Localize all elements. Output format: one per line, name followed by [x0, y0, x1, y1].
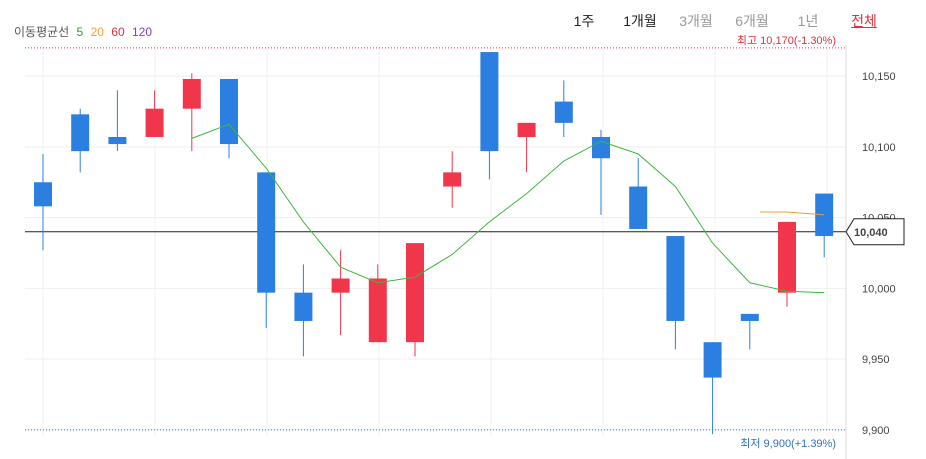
- y-tick-label: 10,150: [862, 71, 896, 83]
- candle-body: [517, 122, 536, 137]
- candle-body: [592, 136, 610, 159]
- candle-body: [257, 172, 276, 293]
- legend-title: 이동평균선: [14, 25, 70, 39]
- tab-1month[interactable]: 1개월: [623, 13, 657, 29]
- chart-labels: 최고 10,170(-1.30%) 최저 9,900(+1.39%) 10,040: [737, 34, 905, 450]
- candle-body: [554, 101, 573, 123]
- candle-body: [145, 108, 164, 137]
- candles: [34, 52, 834, 435]
- candle-body: [182, 78, 201, 109]
- tab-6months[interactable]: 6개월: [735, 13, 769, 29]
- candle-body: [331, 278, 350, 293]
- legend-ma120: 120: [131, 25, 153, 39]
- candle-body: [703, 342, 722, 378]
- tab-3months[interactable]: 3개월: [679, 13, 713, 29]
- candle-body: [629, 186, 648, 229]
- tab-1week[interactable]: 1주: [573, 13, 595, 29]
- current-price-tag: [845, 218, 905, 246]
- candle-body: [778, 221, 796, 293]
- candle-body: [740, 313, 759, 321]
- moving-average-legend: 이동평균선 5 20 60 120: [14, 23, 156, 40]
- candle-body: [368, 278, 387, 343]
- period-tabs: 1주 1개월 3개월 6개월 1년 전체: [556, 11, 892, 31]
- candle-body: [294, 292, 313, 321]
- legend-ma60: 60: [111, 25, 125, 39]
- candle-body: [666, 236, 685, 321]
- current-price-label: 10,040: [854, 227, 888, 239]
- candle-body: [220, 78, 238, 145]
- candle-body: [34, 182, 52, 207]
- candle-body: [443, 172, 462, 187]
- moving-average-lines: [191, 123, 825, 294]
- y-tick-label: 9,900: [862, 425, 890, 437]
- tab-all[interactable]: 전체: [851, 13, 877, 29]
- reference-lines: [25, 47, 846, 431]
- chart-grid: [25, 45, 846, 437]
- high-price-label: 최고 10,170(-1.30%): [737, 34, 836, 47]
- y-tick-label: 10,100: [862, 142, 896, 154]
- candle-body: [406, 243, 424, 343]
- legend-ma20: 20: [90, 25, 104, 39]
- y-tick-label: 9,950: [862, 354, 890, 366]
- tab-1year[interactable]: 1년: [797, 13, 819, 29]
- candle-body: [480, 52, 499, 152]
- ma5-line: [191, 123, 825, 294]
- y-tick-label: 10,000: [862, 283, 896, 295]
- candle-body: [71, 114, 90, 152]
- low-price-label: 최저 9,900(+1.39%): [740, 437, 836, 450]
- legend-ma5: 5: [76, 25, 84, 39]
- candle-body: [108, 136, 127, 145]
- ma20-line: [760, 211, 825, 216]
